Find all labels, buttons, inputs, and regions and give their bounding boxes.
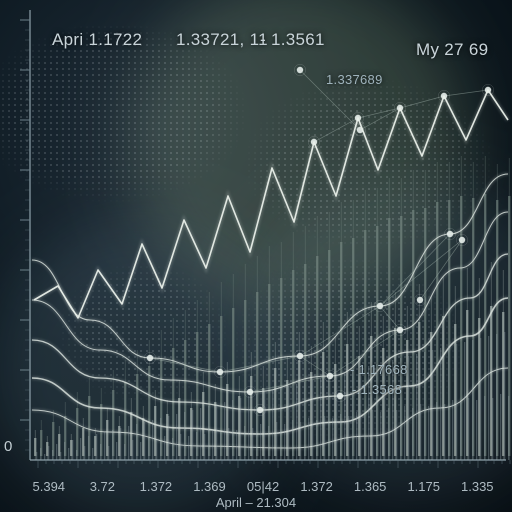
x-axis-title: April – 21.304	[0, 495, 512, 510]
chart-label: My 27 69	[416, 40, 488, 60]
chart-label: 1.33721, 11	[176, 30, 268, 50]
x-tick: 1.175	[397, 479, 451, 494]
chart-label: -.1.3568	[352, 382, 402, 397]
x-tick: 5.394	[22, 479, 76, 494]
chart-label: 1.337689	[326, 72, 383, 87]
chart-svg	[0, 0, 512, 512]
x-tick: 1.372	[129, 479, 183, 494]
x-tick: 1.372	[290, 479, 344, 494]
chart-label: - 1.3561	[260, 30, 325, 50]
y-tick: 0	[4, 438, 12, 455]
x-tick: 1.369	[183, 479, 237, 494]
chart-label: Apri 1.1722	[52, 30, 142, 50]
x-tick: 1.335	[451, 479, 505, 494]
x-axis-ticks: 5.3943.721.3721.36905|421.3721.3651.1751…	[22, 479, 504, 494]
chart-label: - 1.17668	[350, 362, 408, 377]
x-tick: 05|42	[236, 479, 290, 494]
trading-chart: { "canvas":{"w":512,"h":512,"bg_center":…	[0, 0, 512, 512]
x-tick: 3.72	[76, 479, 130, 494]
x-tick: 1.365	[343, 479, 397, 494]
